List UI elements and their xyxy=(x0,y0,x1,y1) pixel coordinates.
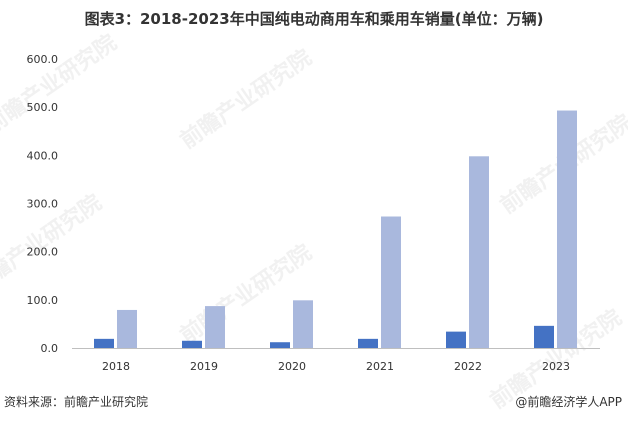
y-tick-label: 500.0 xyxy=(27,101,59,114)
y-tick: 400.0 xyxy=(27,149,59,162)
y-tick: 100.0 xyxy=(27,294,59,307)
y-tick-label: 600.0 xyxy=(27,53,59,66)
y-tick: 500.0 xyxy=(27,101,59,114)
y-tick: 200.0 xyxy=(27,246,59,259)
bars-layer xyxy=(94,110,577,348)
bar-series1-2020 xyxy=(270,342,290,348)
source-label: 资料来源：前瞻产业研究院 xyxy=(4,395,149,409)
y-tick-label: 300.0 xyxy=(27,198,59,211)
bar-series2-2018 xyxy=(117,309,137,348)
chart-title: 图表3：2018-2023年中国纯电动商用车和乘用车销量(单位：万辆) xyxy=(84,10,544,28)
x-tick: 2021 xyxy=(366,360,394,373)
bar-series2-2021 xyxy=(381,216,401,348)
y-tick: 0.0 xyxy=(41,342,59,355)
watermark-text: 前瞻产业研究院 xyxy=(175,44,316,154)
x-tick-label: 2021 xyxy=(366,360,394,373)
bar-series1-2021 xyxy=(358,338,378,348)
bar-series1-2019 xyxy=(182,340,202,348)
y-tick-label: 100.0 xyxy=(27,294,59,307)
bar-series2-2020 xyxy=(293,300,313,348)
bar-series2-2019 xyxy=(205,306,225,348)
x-tick-label: 2020 xyxy=(278,360,306,373)
y-tick-label: 200.0 xyxy=(27,246,59,259)
watermark-layer: 前瞻产业研究院前瞻产业研究院前瞻产业研究院前瞻产业研究院前瞻产业研究院前瞻产业研… xyxy=(0,29,628,414)
y-tick-label: 0.0 xyxy=(41,342,59,355)
brand-label: @前瞻经济学人APP xyxy=(515,395,622,409)
bar-series1-2022 xyxy=(446,331,466,348)
watermark-text: 前瞻产业研究院 xyxy=(0,29,122,139)
x-tick-label: 2019 xyxy=(190,360,218,373)
bar-series2-2022 xyxy=(469,156,489,348)
x-tick-label: 2023 xyxy=(542,360,570,373)
x-tick-label: 2022 xyxy=(454,360,482,373)
y-tick: 300.0 xyxy=(27,198,59,211)
bar-series1-2018 xyxy=(94,338,114,348)
bar-series1-2023 xyxy=(534,325,554,348)
x-axis: 2018 2019 2020 2021 2022 2023 xyxy=(102,360,570,373)
x-tick: 2020 xyxy=(278,360,306,373)
y-tick: 600.0 xyxy=(27,53,59,66)
y-tick-label: 400.0 xyxy=(27,149,59,162)
x-tick: 2022 xyxy=(454,360,482,373)
x-tick: 2019 xyxy=(190,360,218,373)
y-axis: 0.0 100.0 200.0 300.0 400.0 500.0 600.0 xyxy=(27,53,59,355)
x-tick: 2018 xyxy=(102,360,130,373)
x-tick-label: 2018 xyxy=(102,360,130,373)
bar-series2-2023 xyxy=(557,110,577,348)
x-tick: 2023 xyxy=(542,360,570,373)
